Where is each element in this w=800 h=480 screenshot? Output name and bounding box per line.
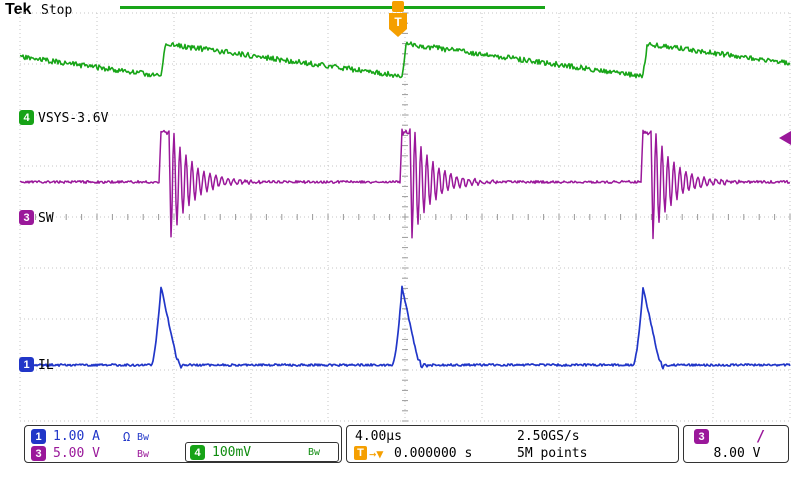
trigger-level-readout: 8.00 V [713, 446, 761, 461]
ch1-scale-readout: 1.00 A [53, 429, 100, 444]
ch1-trace [19, 285, 791, 370]
ch4-scale-readout: 100mV [212, 445, 252, 460]
trigger-level-arrow[interactable] [779, 131, 791, 145]
ch4-trace [19, 41, 791, 79]
trigger-slope-icon: / [756, 427, 766, 445]
record-view-bar[interactable] [120, 6, 545, 9]
record-trigger-icon [392, 1, 404, 12]
ch3-trace [19, 128, 790, 240]
timebase-readout: 4.00µs [355, 429, 402, 444]
horizontal-readout-box: 4.00µs 2.50GS/s T →▼ 0.000000 s 5M point… [346, 425, 679, 463]
acquisition-status: Stop [41, 3, 73, 18]
trigger-marker-label: T [394, 15, 402, 29]
trigger-time-icon: T [354, 446, 367, 460]
ch4-bandwidth-icon: Bw [308, 447, 321, 458]
ch1-coupling-icon: Ω [123, 430, 131, 444]
trigger-source-badge: 3 [694, 429, 709, 444]
ch1-bandwidth-icon: Bw [137, 432, 150, 443]
ch3-scale-readout: 5.00 V [53, 446, 100, 461]
ch4-position-marker[interactable]: 4 [19, 110, 34, 125]
ch1-label: IL [38, 358, 54, 373]
ch3-bandwidth-icon: Bw [137, 449, 150, 460]
ch4-readout-box: 4 100mV Bw [185, 442, 339, 462]
ch3-badge: 3 [31, 446, 46, 461]
ch1-position-marker[interactable]: 1 [19, 357, 34, 372]
trigger-readout-box: 3 / 8.00 V [683, 425, 789, 463]
trigger-flag-icon [389, 13, 407, 37]
ch1-badge: 1 [31, 429, 46, 444]
ch3-label: SW [38, 211, 54, 226]
waveform-traces [19, 41, 791, 370]
brand-logo: Tek [5, 1, 32, 18]
trigger-arrow-icon: →▼ [369, 447, 384, 461]
channel-readout-box: 1 1.00 A Ω Bw 3 5.00 V Bw 4 100mV Bw [24, 425, 342, 463]
ch4-badge: 4 [190, 445, 205, 460]
record-length-readout: 5M points [517, 446, 588, 461]
trigger-time-readout: 0.000000 s [394, 446, 473, 461]
ch4-label: VSYS-3.6V [38, 111, 109, 126]
trigger-position-marker[interactable]: T [389, 1, 407, 37]
sample-rate-readout: 2.50GS/s [517, 429, 580, 444]
ch3-position-marker[interactable]: 3 [19, 210, 34, 225]
